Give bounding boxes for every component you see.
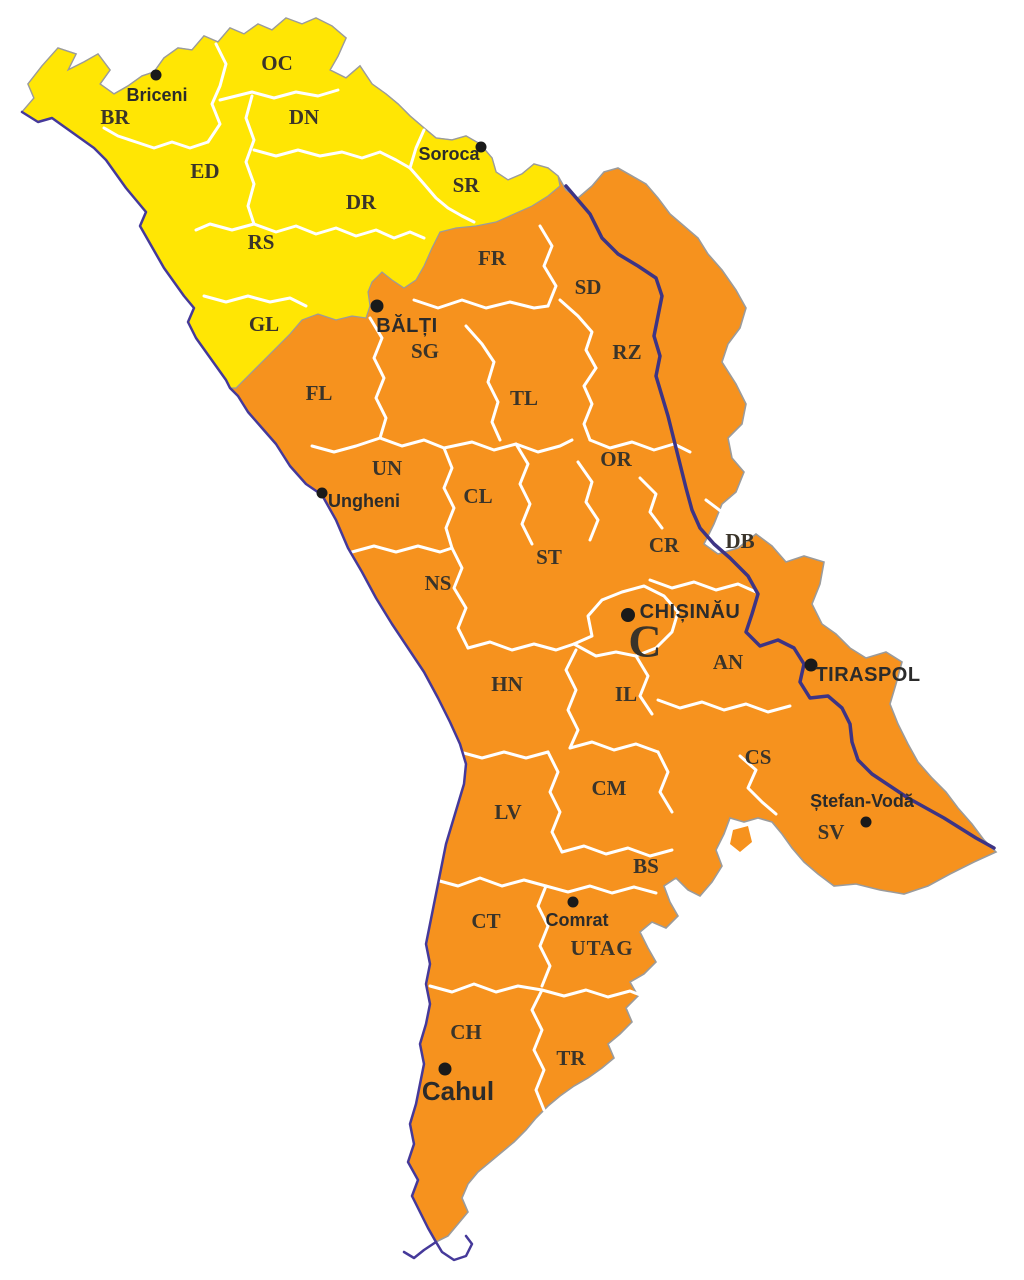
district-label-cr: CR: [649, 533, 680, 557]
prut-river: [20, 110, 474, 1262]
city-label-cahul: Cahul: [422, 1076, 494, 1106]
city-label-soroca: Soroca: [418, 144, 480, 164]
district-label-tr: TR: [556, 1046, 586, 1070]
district-label-fl: FL: [306, 381, 333, 405]
district-label-ch: CH: [450, 1020, 482, 1044]
district-label-gl: GL: [249, 312, 279, 336]
district-label-cl: CL: [463, 484, 492, 508]
district-label-dr: DR: [346, 190, 377, 214]
district-label-fr: FR: [478, 246, 507, 270]
district-label-an: AN: [713, 650, 743, 674]
city-dot-cahul: [438, 1062, 452, 1076]
district-label-sg: SG: [411, 339, 439, 363]
district-label-hn: HN: [491, 672, 523, 696]
district-label-cs: CS: [745, 745, 772, 769]
city-dot-comrat: [567, 896, 579, 908]
city-label-briceni: Briceni: [126, 85, 187, 105]
district-label-lv: LV: [494, 800, 521, 824]
district-label-sr: SR: [453, 173, 481, 197]
district-label-br: BR: [100, 105, 130, 129]
district-label-il: IL: [615, 682, 637, 706]
district-label-db: DB: [725, 529, 754, 553]
exclave-shape: [730, 826, 752, 852]
city-dot-briceni: [150, 69, 162, 81]
district-label-rs: RS: [248, 230, 275, 254]
district-label-sd: SD: [575, 275, 602, 299]
city-dot-bli: [370, 299, 384, 313]
district-label-tl: TL: [510, 386, 538, 410]
district-label-st: ST: [536, 545, 562, 569]
city-label-comrat: Comrat: [545, 910, 608, 930]
district-label-utag: UTAG: [570, 936, 633, 960]
dniester-river: [564, 184, 996, 850]
district-label-rz: RZ: [612, 340, 641, 364]
city-dot-tefanvod: [860, 816, 872, 828]
city-label-chiinu: CHIȘINĂU: [640, 600, 741, 623]
city-dot-chiinu: [621, 608, 635, 622]
district-label-or: OR: [600, 447, 632, 471]
district-label-un: UN: [372, 456, 402, 480]
district-label-ct: CT: [471, 909, 500, 933]
district-label-bs: BS: [633, 854, 659, 878]
district-label-ns: NS: [425, 571, 452, 595]
district-borders: [102, 42, 792, 1112]
prut-mouth-squiggle: [402, 1240, 438, 1260]
city-label-tefanvod: Ștefan-Vodă: [810, 791, 915, 811]
district-label-sv: SV: [818, 820, 845, 844]
city-markers: Briceni Soroca BĂLȚI Ungheni CHIȘINĂU TIRASPO…: [126, 69, 920, 1106]
city-label-bli: BĂLȚI: [376, 314, 437, 337]
district-label-dn: DN: [289, 105, 319, 129]
city-dot-soroca: [475, 141, 487, 153]
city-label-ungheni: Ungheni: [328, 491, 400, 511]
district-labels: OC BR DN SR ED DR RS GL FR SD SG RZ FL TL OR UN CL CR DB ST…: [100, 51, 844, 1070]
city-label-tiraspol: TIRASPOL: [815, 664, 920, 686]
district-label-ed: ED: [190, 159, 219, 183]
city-dot-tiraspol: [804, 658, 818, 672]
district-label-cm: CM: [592, 776, 627, 800]
capital-letter-marker: C: [628, 616, 661, 667]
district-label-oc: OC: [261, 51, 293, 75]
city-dot-ungheni: [316, 487, 328, 499]
